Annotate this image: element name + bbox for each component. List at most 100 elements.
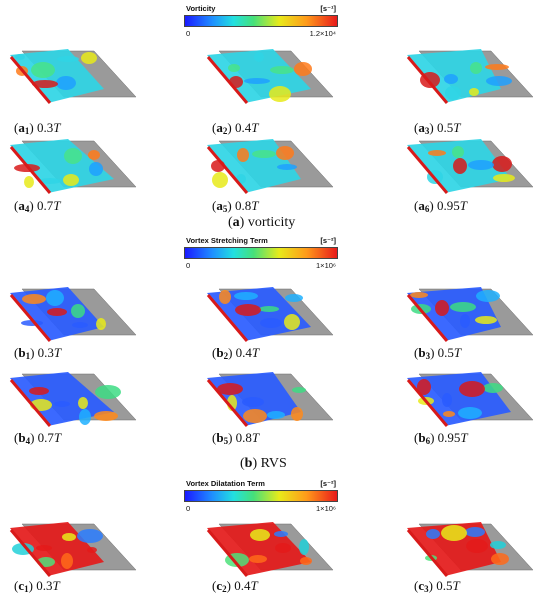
vortex-structure [63,174,79,186]
colorbar-min: 0 [186,29,191,38]
panel-caption-a1: (a1) 0.3T [14,120,61,136]
panel-letter: a [18,120,25,135]
panel-image-b2 [205,283,335,345]
vortex-structure [89,162,103,176]
panel-letter: c [216,578,223,593]
panel-time-unit: T [251,430,260,445]
panel-time: 0.3 [36,120,54,135]
colorbar-min: 0 [186,261,191,270]
panel-image-b6 [405,368,535,430]
vortex-structure [486,76,512,86]
vortex-structure [39,178,61,184]
flow-field-figure [9,287,137,342]
panel-letter: b [418,345,426,360]
flow-field-figure [406,522,534,577]
vortex-structure [475,316,497,324]
vortex-structure [469,88,479,96]
panel-image-c1 [8,518,138,580]
leading-edge-vortex [406,146,449,194]
colorbar-vorticity: Vorticity [s⁻¹] 0 1.2×10⁴ [184,4,338,40]
colorbar-title: Vortex Dilatation Term [186,479,265,488]
panel-time-unit: T [251,120,259,135]
panel-subscript: 6 [425,436,431,446]
vortex-structure [24,176,34,188]
panel-caption-a5: (a5) 0.8T [212,198,259,214]
colorbar-title: Vorticity [186,4,216,13]
panel-letter: a [418,198,425,213]
flow-field-figure [206,372,334,427]
vortex-region [407,287,501,341]
panel-time: 0.95 [437,430,461,445]
vortex-structure [94,411,118,421]
panel-caption-a4: (a4) 0.7T [14,198,61,214]
flow-field-figure [406,49,534,104]
panel-time: 0.5 [436,120,454,135]
vortex-region [10,139,114,193]
vortex-structure [417,379,431,395]
panel-time-unit: T [250,578,258,593]
vortex-structure [31,62,55,78]
panel-caption-c2: (c2) 0.4T [212,578,258,594]
panel-caption-b1: (b1) 0.3T [14,345,62,361]
vortex-structure [410,292,428,298]
vortex-structure [56,76,76,90]
vortex-structure [492,156,512,172]
panel-letter: b [216,345,224,360]
leading-edge-vortex [206,529,249,577]
panel-image-c3 [405,518,535,580]
vortex-structure [47,308,67,316]
flow-field-figure [206,522,334,577]
vortex-structure [243,409,267,423]
leading-edge-vortex [206,56,249,104]
vortex-structure [252,150,276,158]
vortex-structure [250,529,270,541]
vortex-structure [491,553,509,565]
vortex-structure [88,150,100,160]
colorbar-max: 1×10⁶ [316,504,336,513]
vortex-structure [71,304,85,318]
vortex-structure [22,294,46,304]
vortex-structure [292,387,306,393]
vortex-structure [46,290,64,306]
panel-time: 0.3 [37,345,54,360]
vortex-structure [485,64,509,70]
colorbar-max: 1.2×10⁴ [309,29,336,38]
panel-caption-b6: (b6) 0.95T [414,430,468,446]
panel-subscript: 2 [223,351,229,361]
vortex-structure [29,387,49,395]
panel-caption-b3: (b3) 0.5T [414,345,462,361]
panel-letter: c [18,578,25,593]
panel-time: 0.4 [234,578,251,593]
leading-edge-vortex [9,56,52,104]
colorbar-title: Vortex Stretching Term [186,236,268,245]
panel-time: 0.3 [36,578,53,593]
panel-image-a5 [205,135,335,197]
panel-letter: b [18,345,26,360]
panel-subscript: 2 [222,584,227,594]
leading-edge-vortex [9,294,52,342]
panel-subscript: 1 [24,126,30,136]
leading-edge-vortex [206,379,249,427]
panel-image-b1 [8,283,138,345]
vortex-structure [459,381,485,397]
vortex-structure [442,393,452,407]
vortex-structure [259,306,279,312]
vortex-structure [32,80,58,88]
panel-caption-c1: (c1) 0.3T [14,578,60,594]
flow-field-figure [9,372,137,427]
vortex-structure [244,78,270,84]
vortex-structure [72,322,88,328]
vortex-structure [78,397,88,409]
colorbar-gradient [184,247,338,259]
panel-time-unit: T [251,345,260,360]
colorbar-gradient [184,15,338,27]
vortex-structure [275,543,291,553]
vortex-structure [460,314,470,328]
vortex-structure [274,531,288,537]
vortex-structure [468,160,494,170]
vortex-structure [435,300,449,316]
panel-letter: a [216,198,223,213]
panel-time: 0.7 [36,198,54,213]
leading-edge-vortex [406,529,449,577]
vortex-region [10,522,104,576]
